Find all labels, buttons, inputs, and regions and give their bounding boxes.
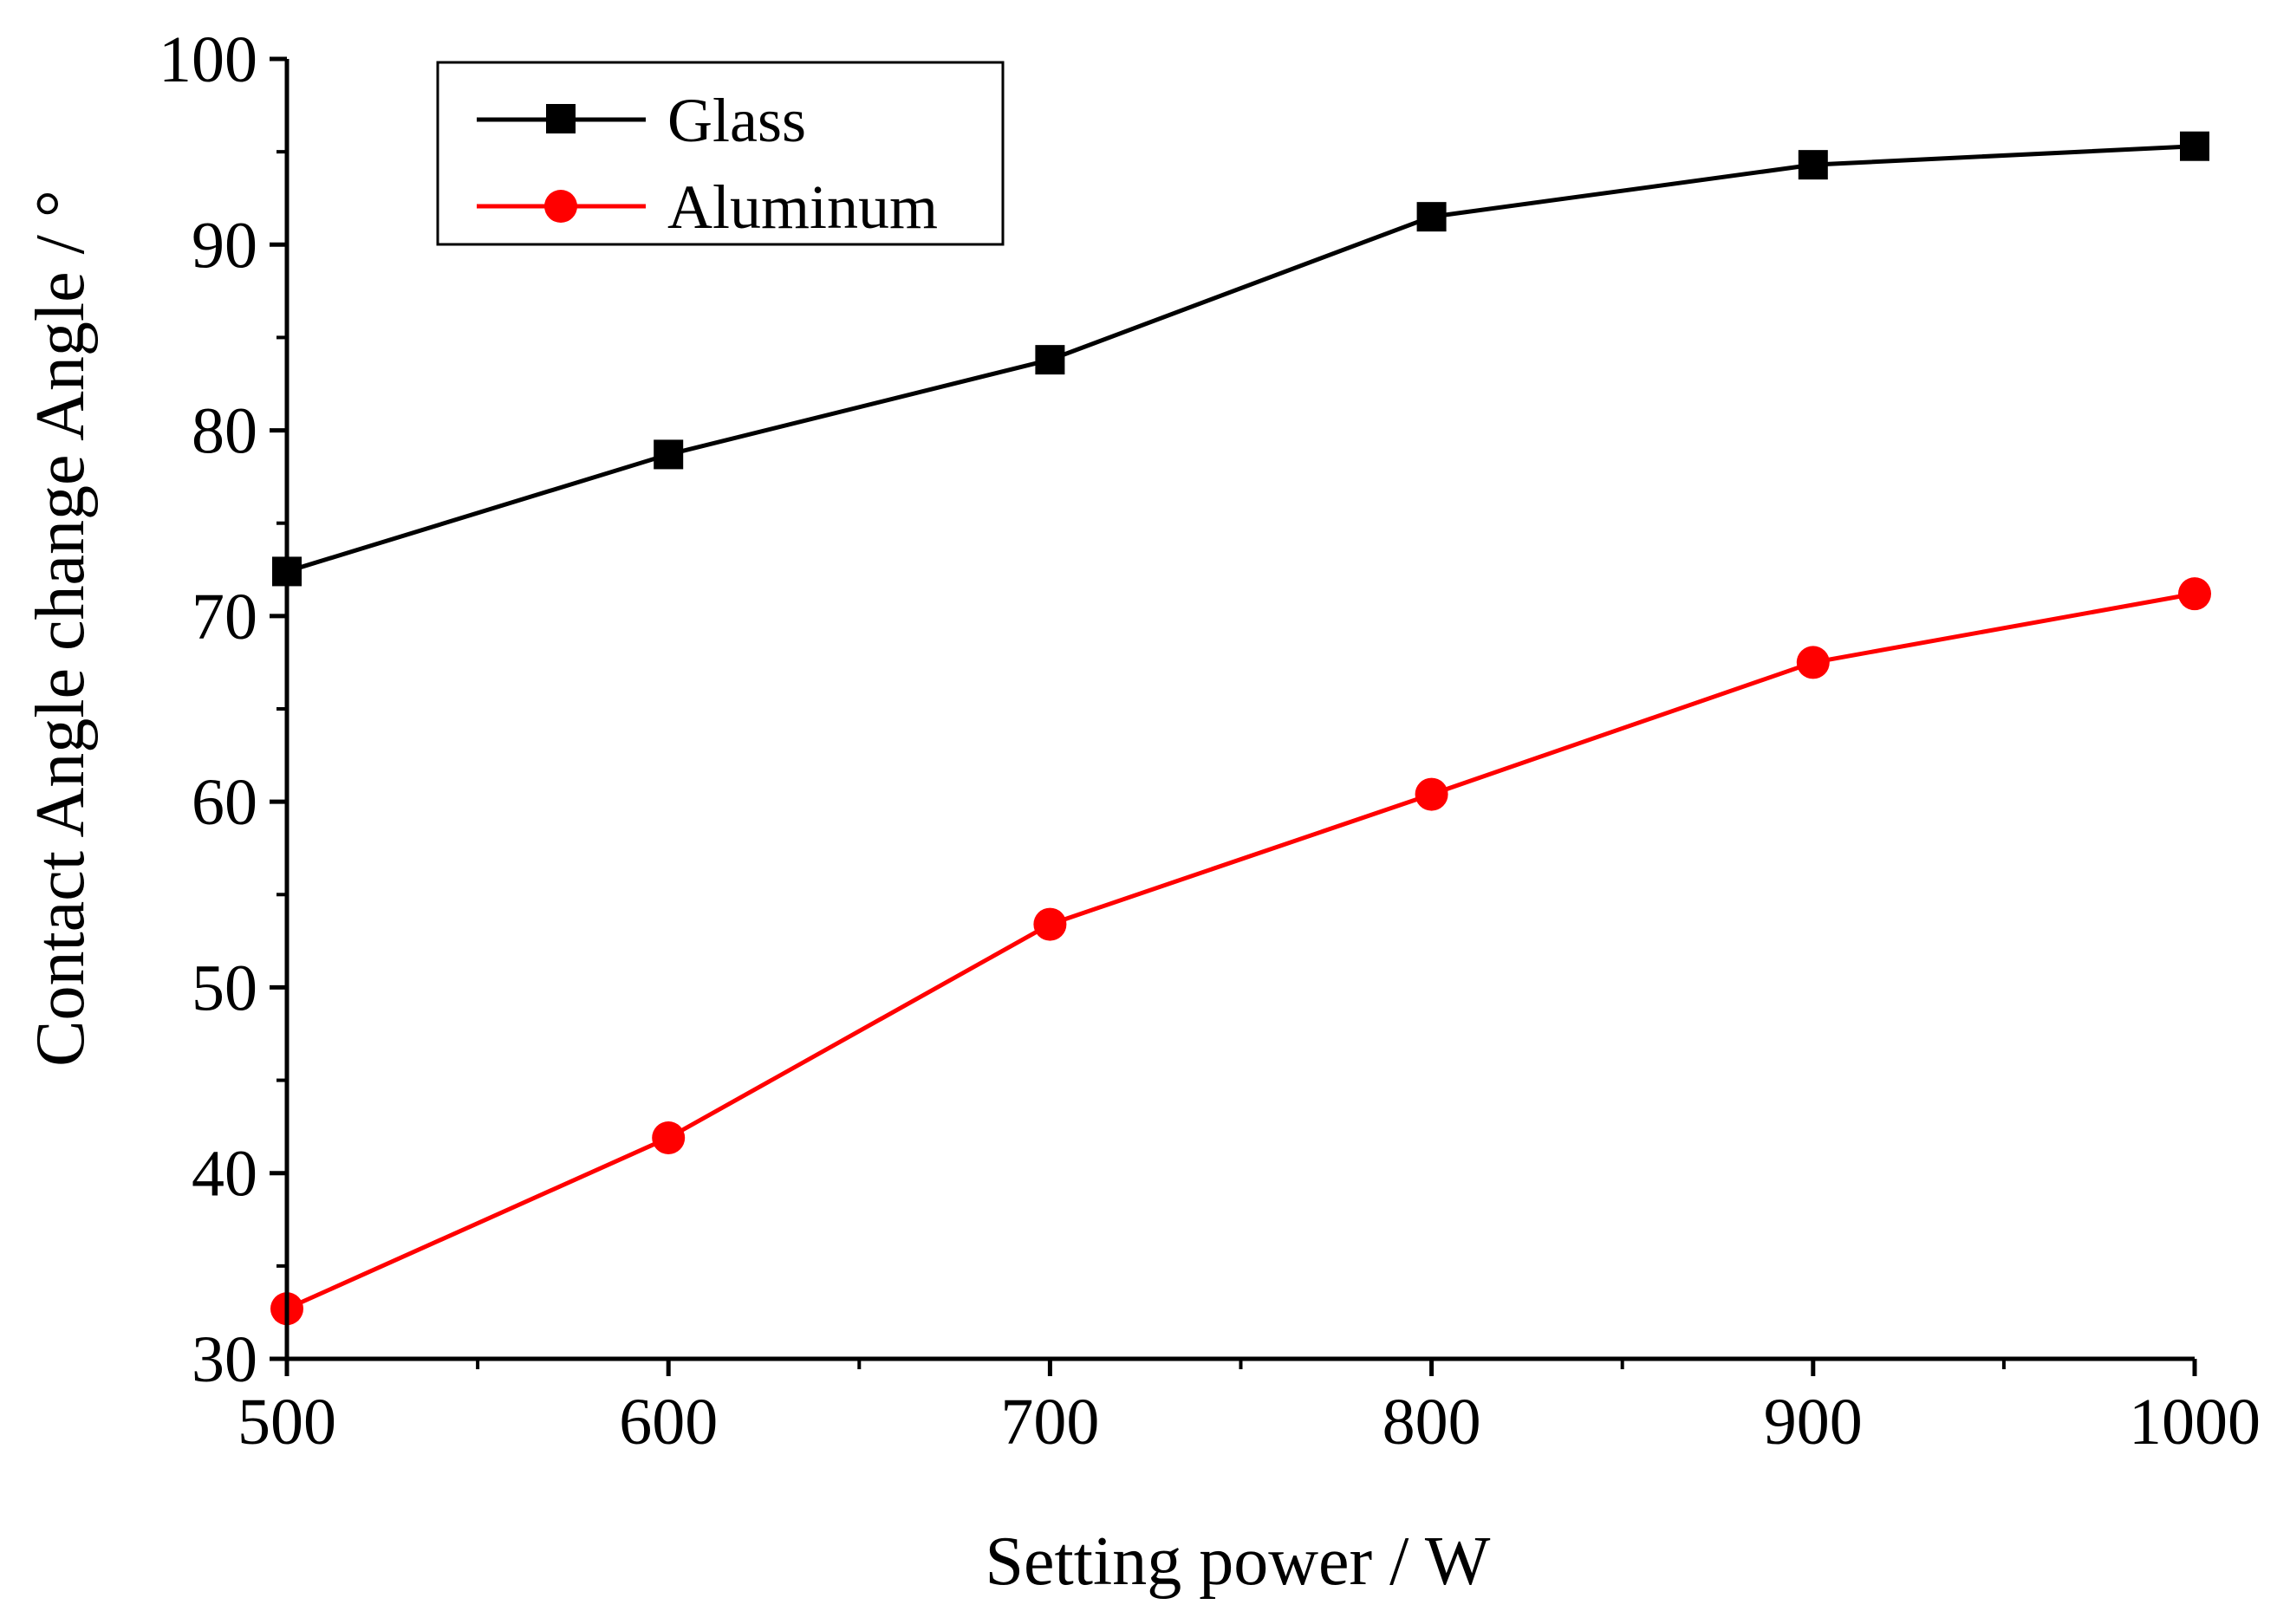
- x-tick-label: 500: [237, 1386, 336, 1458]
- y-tick-label: 30: [192, 1323, 257, 1396]
- data-point-glass: [654, 439, 684, 470]
- y-tick-label: 90: [192, 209, 257, 282]
- data-point-aluminum: [1415, 777, 1448, 811]
- y-axis-ticks: 30 40 50 60 70 80 90 100: [159, 23, 287, 1396]
- y-tick-label: 50: [192, 952, 257, 1024]
- x-axis-ticks: 500 600 700 800 900 1000: [237, 1359, 2261, 1458]
- legend-box: [436, 61, 1005, 246]
- y-tick-label: 80: [192, 395, 257, 468]
- y-tick-label: 60: [192, 766, 257, 839]
- legend: Glass Aluminum: [436, 61, 1005, 246]
- series-glass: [272, 131, 2209, 587]
- data-point-glass: [1798, 150, 1828, 180]
- data-point-glass: [2180, 131, 2209, 161]
- data-point-aluminum: [2178, 577, 2211, 611]
- y-tick-label: 100: [159, 23, 257, 96]
- legend-label-glass: Glass: [667, 86, 806, 155]
- data-point-glass: [1035, 345, 1065, 375]
- data-point-aluminum: [1796, 646, 1830, 679]
- data-point-aluminum: [1033, 907, 1067, 941]
- x-tick-label: 700: [1000, 1386, 1099, 1458]
- series-line-aluminum: [285, 591, 2196, 1311]
- legend-marker-aluminum: [544, 190, 577, 223]
- legend-label-aluminum: Aluminum: [667, 172, 938, 242]
- y-axis-label: Contact Angle change Angle / °: [23, 190, 99, 1067]
- series-layer: [270, 131, 2211, 1326]
- x-tick-label: 1000: [2129, 1386, 2261, 1458]
- legend-marker-glass: [546, 104, 576, 133]
- x-tick-label: 800: [1382, 1386, 1481, 1458]
- series-line-glass: [286, 144, 2196, 574]
- x-tick-label: 900: [1764, 1386, 1863, 1458]
- data-point-aluminum: [652, 1121, 686, 1154]
- data-point-glass: [1416, 202, 1447, 232]
- y-tick-label: 40: [192, 1138, 257, 1211]
- y-tick-label: 70: [192, 581, 257, 653]
- x-tick-label: 600: [619, 1386, 718, 1458]
- x-axis-label: Setting power / W: [986, 1523, 1491, 1600]
